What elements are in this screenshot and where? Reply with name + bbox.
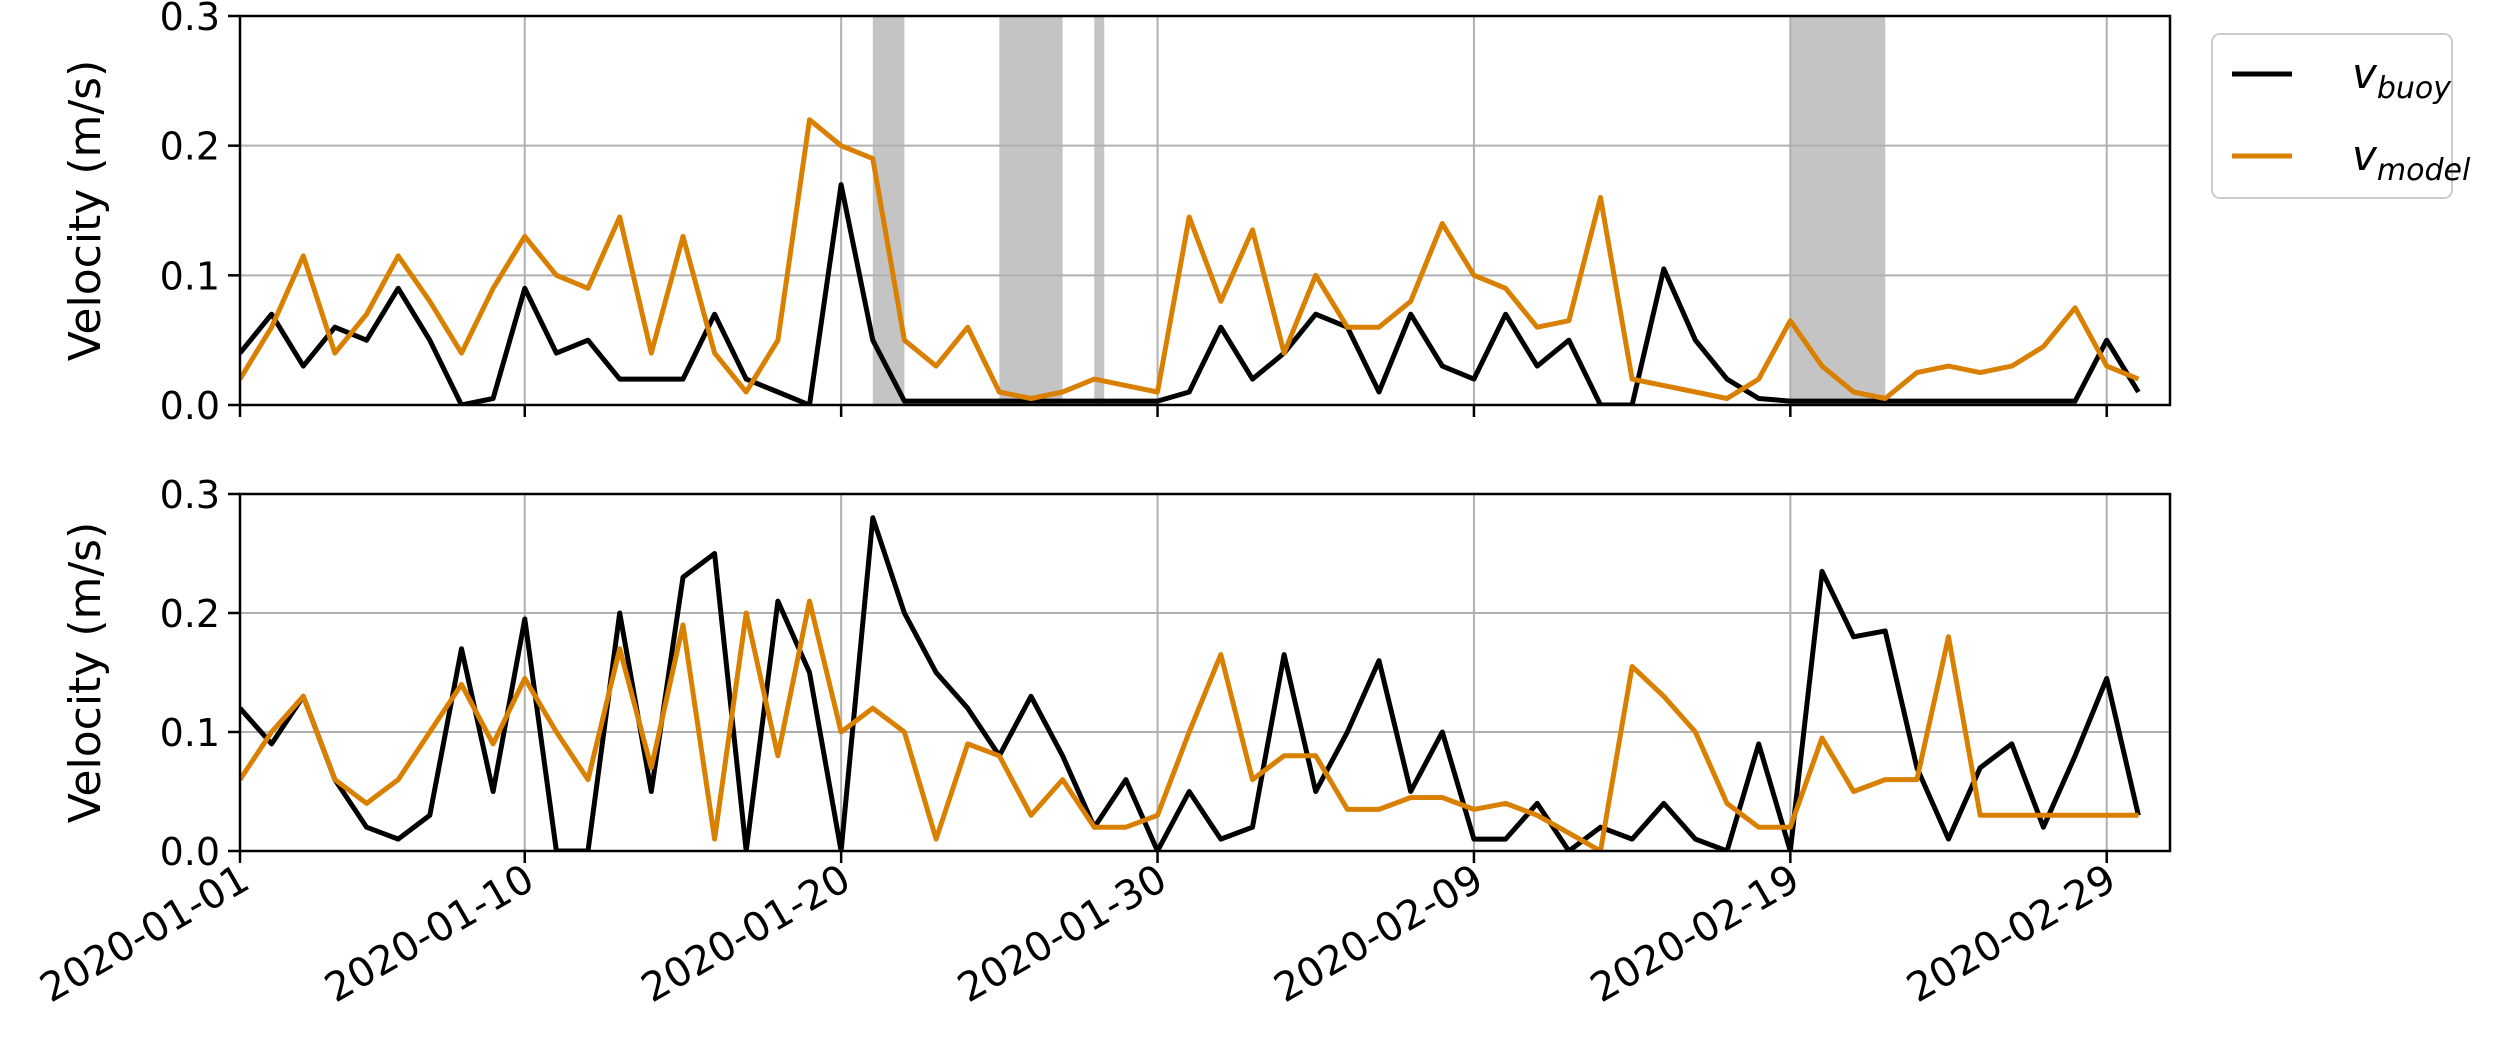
y-tick-label: 0.0 bbox=[160, 384, 220, 428]
shaded-period-2 bbox=[999, 16, 1063, 405]
shaded-period-4 bbox=[1790, 16, 1886, 405]
legend: vbuoy vmodel bbox=[2211, 33, 2471, 199]
y-tick-label: 0.0 bbox=[160, 830, 220, 874]
panel-top: 0.0 0.1 0.2 0.3 Velocity (m/s) bbox=[60, 0, 2172, 428]
y-tick-label: 0.2 bbox=[160, 592, 220, 636]
plot-frame bbox=[238, 492, 2172, 853]
series-group bbox=[240, 117, 2141, 405]
series-line-v-model bbox=[240, 117, 2140, 401]
series-line-v-buoy bbox=[240, 182, 2141, 405]
y-tick-label: 0.3 bbox=[160, 473, 220, 517]
shaded-period-3 bbox=[1094, 16, 1105, 405]
series-line-v-buoy bbox=[240, 515, 2141, 851]
plot-frame bbox=[238, 14, 2172, 407]
y-axis-label: Velocity (m/s) bbox=[60, 522, 111, 824]
y-tick-label: 0.2 bbox=[160, 125, 220, 169]
y-tick-label: 0.3 bbox=[160, 0, 220, 39]
y-tick-label: 0.1 bbox=[160, 711, 220, 755]
y-tick-label: 0.1 bbox=[160, 254, 220, 298]
y-axis-label: Velocity (m/s) bbox=[60, 60, 111, 362]
series-group bbox=[240, 515, 2141, 851]
legend-label-model: vmodel bbox=[2352, 131, 2471, 188]
shaded-period-1 bbox=[872, 16, 905, 405]
legend-label-buoy: vbuoy bbox=[2352, 49, 2452, 106]
series-line-v-model bbox=[240, 598, 2139, 851]
